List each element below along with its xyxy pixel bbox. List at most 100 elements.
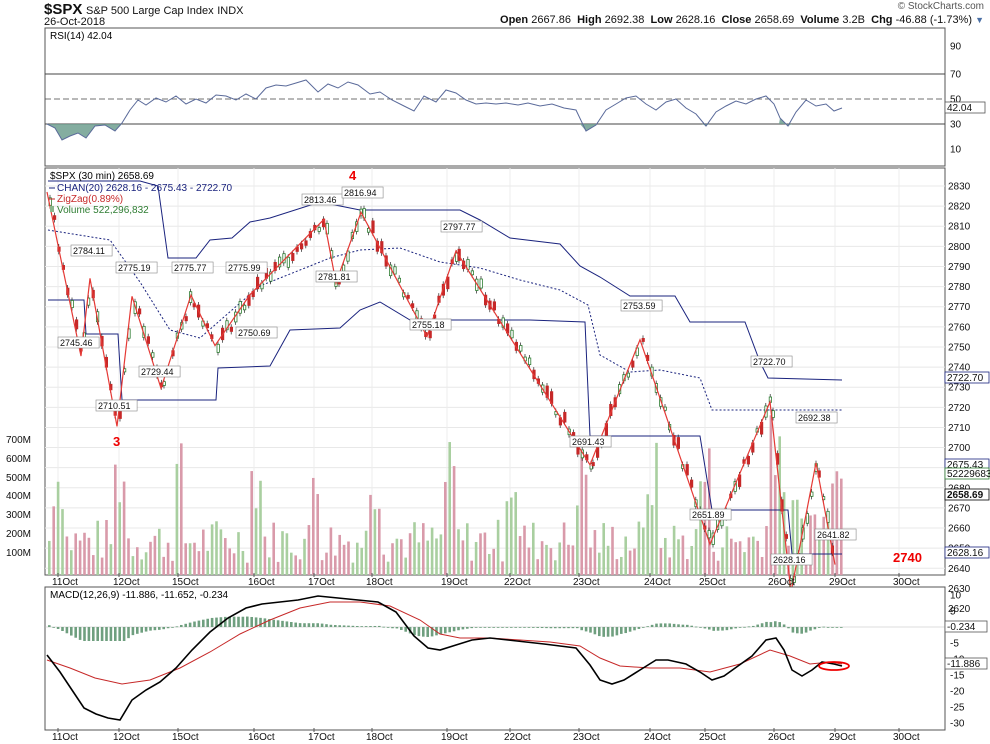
pivot-label: 2784.11: [73, 246, 105, 256]
volume-bar: [835, 471, 839, 575]
macd-hist-bar: [655, 623, 658, 627]
volume-bar: [461, 540, 465, 575]
macd-hist-bar: [527, 627, 531, 628]
volume-bar: [457, 529, 460, 575]
volume-bar: [804, 555, 808, 575]
macd-hist-bar: [92, 627, 95, 641]
candle-body: [317, 227, 321, 232]
volume-bar: [593, 530, 597, 575]
macd-hist-bar: [290, 622, 293, 627]
volume-bar: [611, 526, 614, 575]
macd-hist-bar: [756, 624, 759, 627]
macd-hist-bar: [351, 625, 355, 627]
macd-hist-bar: [48, 625, 51, 627]
pivot-label-box: [225, 261, 268, 274]
pivot-label: 2816.94: [344, 188, 377, 198]
macd-hist-bar: [250, 616, 253, 627]
wave-label-4: 4: [349, 168, 357, 183]
candle-body: [346, 250, 350, 262]
date-label: 19Oct: [441, 577, 468, 588]
macd-hist-bar: [703, 627, 707, 629]
macd-hist-bar: [426, 627, 429, 637]
macd-legend: MACD(12,26,9) -11.886, -11.652, -0.234: [50, 590, 229, 601]
date-label: 15Oct: [172, 732, 199, 743]
volume-bar: [158, 528, 161, 575]
macd-hist-bar: [294, 622, 297, 627]
macd-hist-bar: [232, 616, 236, 627]
volume-bar: [743, 552, 746, 575]
volume-bar: [276, 561, 280, 575]
chevron-down-icon[interactable]: ▼: [975, 15, 984, 25]
volume-bar: [356, 542, 359, 575]
candle-body: [410, 303, 415, 309]
date-label: 15Oct: [172, 577, 199, 588]
volume-bar: [144, 552, 148, 575]
macd-hist-bar: [567, 627, 570, 629]
volume-bar: [778, 436, 781, 575]
candle-body: [393, 266, 397, 275]
volume-bar: [96, 520, 99, 575]
volume-bar: [677, 539, 680, 575]
candle-body: [291, 252, 295, 261]
macd-hist-bar: [140, 627, 143, 633]
date-label: 16Oct: [248, 577, 275, 588]
macd-hist-bar: [378, 625, 381, 627]
price-legend-zigzag: ZigZag(0.89%): [57, 194, 123, 205]
volume-bar: [136, 547, 139, 575]
candle-body: [685, 464, 689, 476]
close-value: 2658.69: [754, 14, 795, 26]
macd-hist-bar: [646, 626, 649, 628]
candle-body: [225, 320, 229, 331]
ohlc-readout: Open 2667.86 High 2692.38 Low 2628.16 Cl…: [500, 14, 984, 26]
volume-bar: [65, 536, 69, 575]
macd-hist-bar: [536, 627, 539, 628]
volume-bar: [166, 542, 170, 575]
volume-bar: [100, 557, 104, 575]
macd-hist-bar: [188, 622, 192, 627]
macd-hist-bar: [382, 626, 385, 628]
high-value: 2692.38: [604, 14, 645, 26]
volume-bar: [774, 475, 777, 575]
macd-hist-bar: [202, 619, 205, 627]
pivot-label: 2775.99: [228, 263, 261, 273]
volume-bar: [721, 547, 724, 575]
volume-bar: [61, 509, 64, 575]
volume-value: 3.2B: [842, 14, 865, 26]
volume-tick-label: 700M: [6, 435, 31, 446]
macd-hist-bar: [510, 627, 513, 628]
zigzag-line: [46, 191, 836, 593]
volume-bar: [545, 544, 548, 575]
macd-hist-bar: [281, 620, 284, 627]
volume-bar: [52, 506, 55, 575]
macd-hist-bar: [118, 627, 121, 641]
volume-bar: [334, 555, 337, 575]
price-legend-volume: Volume 522,296,832: [57, 205, 149, 216]
volume-bar: [105, 519, 108, 575]
macd-hist-bar: [276, 620, 280, 627]
macd-hist-bar: [708, 627, 711, 630]
volume-bar: [430, 527, 434, 575]
volume-bar: [417, 542, 421, 575]
volume-bar: [180, 443, 183, 575]
macd-tick-label: 10: [950, 591, 962, 602]
volume-bar: [378, 508, 381, 575]
volume-bar: [765, 526, 768, 575]
macd-hist-bar: [268, 619, 271, 627]
macd-badge: [944, 620, 988, 633]
pivot-label: 2710.51: [98, 401, 131, 411]
price-tick-label: 2720: [948, 403, 971, 414]
candle-body: [519, 345, 523, 352]
volume-bar: [659, 547, 663, 575]
candle-body: [428, 330, 432, 339]
candle-body: [591, 462, 595, 467]
macd-hist-bar: [439, 627, 443, 635]
volume-bar: [668, 557, 671, 575]
macd-hist-bar: [78, 627, 82, 640]
candle-body: [70, 300, 74, 308]
candle-body: [75, 319, 79, 330]
volume-bar: [694, 529, 698, 575]
volume-bar: [140, 559, 143, 575]
volume-bar: [470, 560, 473, 575]
price-tick-label: 2660: [948, 524, 971, 535]
